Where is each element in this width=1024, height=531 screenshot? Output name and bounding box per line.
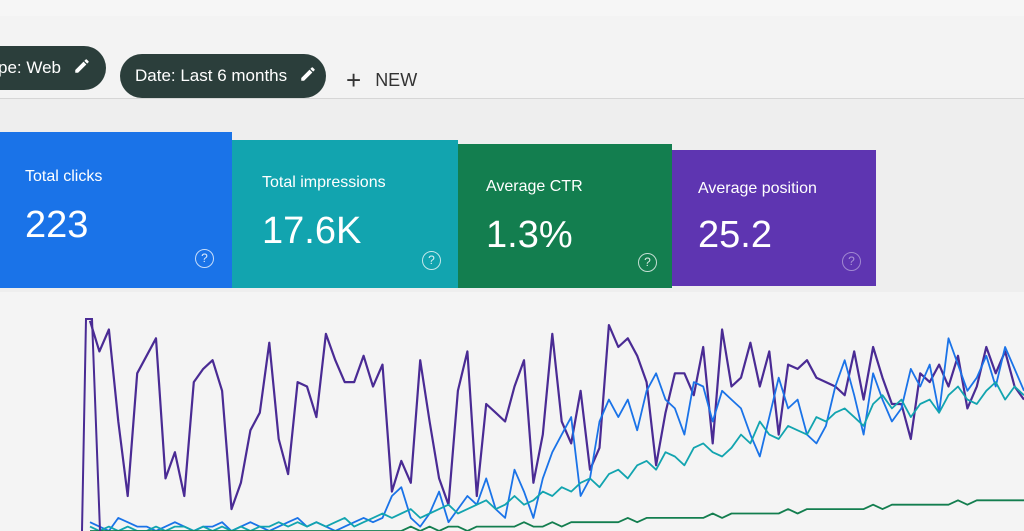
average-ctr-card[interactable]: Average CTR 1.3% ? [458, 144, 672, 288]
card-value: 25.2 [698, 214, 772, 256]
card-label: Average position [698, 180, 817, 197]
series-line-3 [90, 499, 1024, 531]
performance-chart-svg [81, 318, 1024, 531]
pencil-icon[interactable] [73, 57, 91, 80]
card-value: 223 [25, 204, 89, 246]
series-line-1 [89, 337, 1024, 531]
help-circle-icon[interactable]: ? [842, 252, 861, 271]
card-label: Average CTR [486, 178, 583, 195]
card-label: Total clicks [25, 168, 103, 185]
series-line-2 [89, 381, 1024, 531]
date-filter-chip[interactable]: Date: Last 6 months [120, 54, 326, 98]
new-filter-button[interactable]: + NEW [346, 62, 417, 98]
card-label: Total impressions [262, 174, 386, 191]
total-clicks-card[interactable]: Total clicks 223 ? [0, 132, 232, 288]
card-value: 17.6K [262, 210, 362, 252]
plus-icon: + [346, 65, 362, 95]
help-circle-icon[interactable]: ? [195, 249, 214, 268]
series-spike [81, 318, 101, 531]
total-impressions-card[interactable]: Total impressions 17.6K ? [232, 140, 458, 288]
performance-chart [0, 292, 1024, 531]
type-filter-label: pe: Web [0, 58, 62, 77]
top-band [0, 0, 1024, 17]
help-circle-icon[interactable]: ? [638, 253, 657, 272]
new-filter-label: NEW [375, 69, 418, 90]
type-filter-chip[interactable]: pe: Web [0, 46, 106, 90]
series-line-0 [88, 320, 1024, 511]
average-position-card[interactable]: Average position 25.2 ? [672, 150, 876, 286]
card-value: 1.3% [486, 214, 573, 256]
help-circle-icon[interactable]: ? [422, 251, 441, 270]
filter-bar: pe: Web Date: Last 6 months + NEW [0, 16, 1024, 99]
pencil-icon[interactable] [299, 65, 317, 88]
date-filter-label: Date: Last 6 months [135, 66, 288, 85]
metric-cards: Total clicks 223 ? Total impressions 17.… [0, 132, 880, 292]
